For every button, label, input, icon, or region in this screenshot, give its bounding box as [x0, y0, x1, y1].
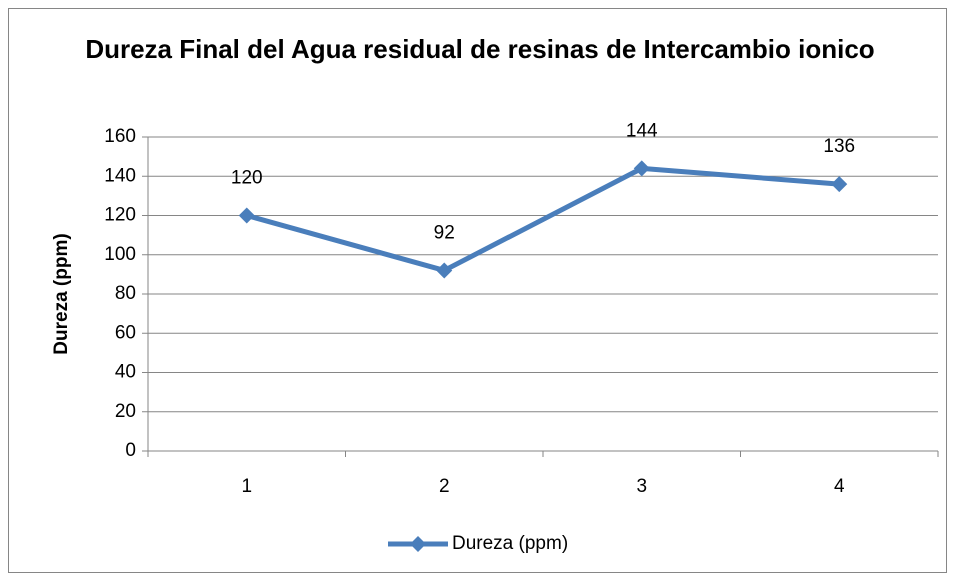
data-label: 120	[231, 168, 263, 189]
chart-title: Dureza Final del Agua residual de resina…	[85, 34, 875, 64]
y-tick-label: 140	[104, 165, 136, 186]
y-tick-label: 120	[104, 205, 136, 226]
series-line	[246, 165, 840, 273]
y-tick-label: 100	[104, 244, 136, 265]
data-point	[238, 207, 255, 224]
legend-label: Dureza (ppm)	[452, 533, 568, 554]
data-label: 144	[626, 120, 658, 141]
y-tick-label: 60	[115, 322, 136, 343]
x-tick-label: 1	[241, 476, 252, 497]
legend-marker	[410, 536, 426, 552]
chart-frame	[8, 8, 947, 573]
y-tick-label: 160	[104, 126, 136, 147]
x-tick-label: 2	[439, 476, 450, 497]
y-tick-label: 40	[115, 362, 136, 383]
data-point	[831, 176, 848, 193]
data-point	[436, 262, 453, 279]
data-point	[633, 160, 650, 177]
x-tick-label: 3	[636, 476, 647, 497]
data-label: 92	[434, 222, 455, 243]
x-tick-label: 4	[834, 476, 845, 497]
y-tick-label: 20	[115, 401, 136, 422]
y-axis-label: Dureza (ppm)	[51, 233, 72, 354]
y-tick-label: 80	[115, 283, 136, 304]
y-tick-label: 0	[125, 440, 136, 461]
data-label: 136	[823, 136, 855, 157]
